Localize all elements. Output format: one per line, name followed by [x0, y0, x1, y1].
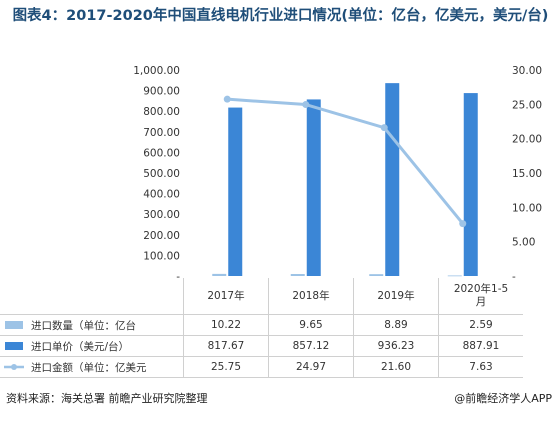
- table-cell: 21.60: [353, 357, 438, 377]
- table-cell: 2.59: [438, 315, 523, 335]
- legend-swatch-count: [5, 321, 23, 329]
- bar-import-count: [212, 273, 227, 276]
- right-tick-label: 20.00: [512, 134, 542, 146]
- right-axis: - 5.00 10.00 15.00 20.00 25.00 30.00: [512, 65, 542, 283]
- row-label-amount: 进口金额（单位：亿美元: [31, 361, 147, 374]
- right-tick-label: 25.00: [512, 99, 542, 111]
- left-tick-label: 300.00: [143, 209, 180, 221]
- line-point: [302, 101, 310, 109]
- table-cell: 8.89: [353, 315, 438, 335]
- bar-import-count: [369, 274, 384, 276]
- table-cell: 817.67: [183, 336, 268, 356]
- bar-import-count: [447, 275, 462, 277]
- bar-import-price: [306, 99, 321, 276]
- line-series: [223, 95, 467, 228]
- table-row-count: 进口数量（单位：亿台 10.22 9.65 8.89 2.59: [0, 315, 523, 336]
- left-tick-label: 500.00: [143, 168, 180, 180]
- line-import-amount: [227, 97, 464, 225]
- table-header-1: 2018年: [268, 278, 353, 314]
- left-tick-label: 400.00: [143, 189, 180, 201]
- table-cell: 10.22: [183, 315, 268, 335]
- table-header-3: 2020年1-5 月: [438, 278, 523, 314]
- bar-import-price: [385, 83, 400, 276]
- table-cell: 25.75: [183, 357, 268, 377]
- left-tick-label: 100.00: [143, 250, 180, 262]
- table-cell: 936.23: [353, 336, 438, 356]
- right-tick-label: 10.00: [512, 202, 542, 214]
- left-tick-label: 200.00: [143, 230, 180, 242]
- table-row-label: 进口金额（单位：亿美元: [0, 360, 183, 375]
- table-header-0: 2017年: [183, 278, 268, 314]
- table-header-2: 2019年: [353, 278, 438, 314]
- table-row-label: 进口单价（美元/台）: [0, 339, 183, 354]
- row-label-price: 进口单价（美元/台）: [31, 340, 130, 353]
- legend-swatch-amount: [4, 364, 24, 370]
- left-tick-label: 700.00: [143, 127, 180, 139]
- table-cell: 24.97: [268, 357, 353, 377]
- table-cell: 857.12: [268, 336, 353, 356]
- right-tick-label: 30.00: [512, 65, 542, 77]
- row-label-count: 进口数量（单位：亿台: [31, 319, 136, 332]
- left-tick-label: -: [176, 271, 180, 283]
- chart-title: 图表4：2017-2020年中国直线电机行业进口情况(单位：亿台，亿美元，美元/…: [12, 8, 549, 24]
- line-point: [223, 95, 231, 103]
- table-cell: 887.91: [438, 336, 523, 356]
- left-axis: - 100.00 200.00 300.00 400.00 500.00 600.00 700…: [133, 65, 180, 283]
- right-tick-label: 5.00: [512, 237, 535, 249]
- table-cell: 7.63: [438, 357, 523, 377]
- line-point: [380, 124, 388, 132]
- data-table: 2017年 2018年 2019年 2020年1-5 月 进口数量（单位：亿台 …: [0, 278, 523, 378]
- right-tick-label: -: [512, 271, 516, 283]
- source-note: 资料来源：海关总署 前瞻产业研究院整理: [6, 392, 208, 405]
- line-point: [459, 220, 467, 228]
- bar-import-price: [228, 107, 243, 276]
- bar-import-price: [463, 93, 478, 276]
- left-tick-label: 600.00: [143, 147, 180, 159]
- table-row-price: 进口单价（美元/台） 817.67 857.12 936.23 887.91: [0, 336, 523, 357]
- legend-swatch-price: [5, 342, 23, 350]
- bar-import-count: [290, 274, 305, 276]
- bars-group: [212, 83, 478, 277]
- left-tick-label: 1,000.00: [133, 65, 180, 77]
- table-row-label: 进口数量（单位：亿台: [0, 318, 183, 333]
- left-tick-label: 900.00: [143, 86, 180, 98]
- left-tick-label: 800.00: [143, 106, 180, 118]
- brand-label: @前瞻经济学人APP: [454, 392, 552, 405]
- table-header-row: 2017年 2018年 2019年 2020年1-5 月: [0, 278, 523, 315]
- table-row-amount: 进口金额（单位：亿美元 25.75 24.97 21.60 7.63: [0, 357, 523, 378]
- right-tick-label: 15.00: [512, 168, 542, 180]
- table-cell: 9.65: [268, 315, 353, 335]
